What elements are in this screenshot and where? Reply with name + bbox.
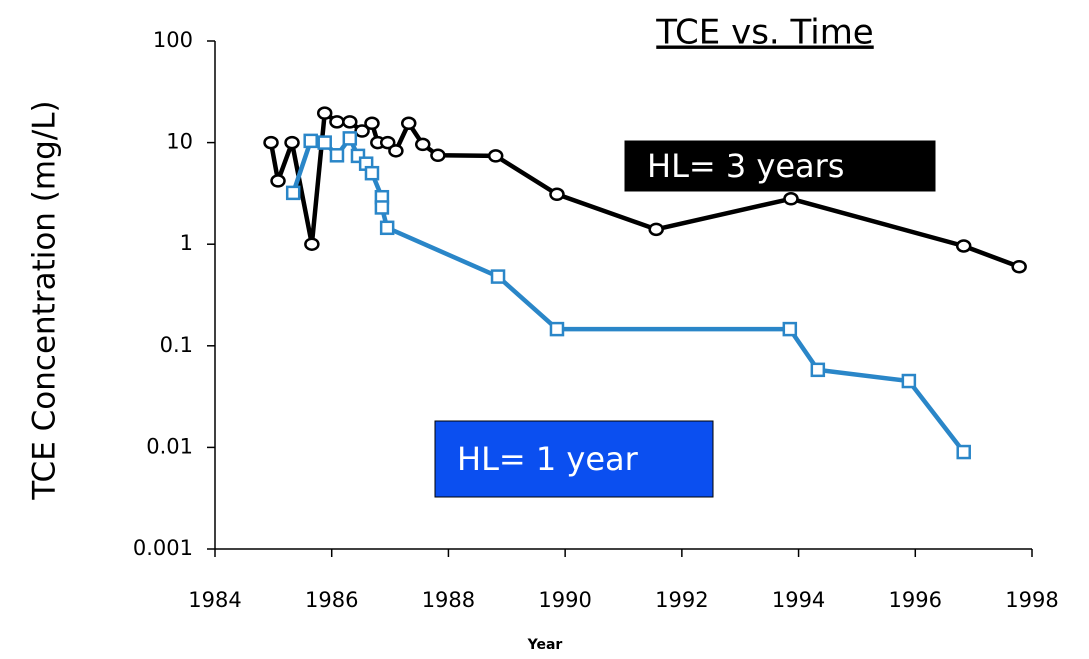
y-tick-label: 0.001 [133, 536, 193, 560]
y-axis-label: TCE Concentration (mg/L) [27, 100, 63, 500]
data-point [782, 321, 798, 337]
data-point [549, 321, 565, 337]
data-point [490, 269, 506, 284]
x-tick-label: 1996 [889, 588, 942, 612]
data-point [415, 137, 431, 152]
data-point [285, 185, 301, 201]
data-point [263, 135, 279, 150]
data-point [430, 148, 446, 163]
x-tick-label: 1988 [422, 588, 475, 612]
data-point [955, 239, 972, 253]
y-tick-label: 1 [180, 231, 193, 255]
data-point [329, 148, 345, 163]
y-tick-label: 10 [166, 130, 193, 154]
data-point [783, 192, 799, 206]
annotation-text: HL= 1 year [457, 440, 639, 478]
data-point [364, 116, 380, 131]
data-point [329, 115, 345, 129]
data-point [1011, 259, 1027, 274]
annotation-box [624, 140, 936, 192]
x-tick-label: 1998 [1005, 588, 1058, 612]
x-axis-label: Year [527, 637, 563, 653]
data-point [374, 200, 390, 215]
x-tick-label: 1990 [538, 588, 591, 612]
data-point [270, 174, 286, 188]
data-point [379, 220, 395, 236]
data-point [901, 373, 917, 389]
data-point [284, 135, 300, 150]
data-point [303, 133, 318, 149]
annotation-box [434, 420, 714, 498]
x-tick-label: 1992 [655, 588, 708, 612]
y-tick-label: 0.1 [160, 333, 193, 357]
data-point [400, 116, 417, 131]
annotation-text: HL= 3 years [647, 147, 844, 185]
data-point [316, 106, 333, 120]
data-point [354, 124, 370, 138]
x-tick-label: 1984 [188, 588, 241, 612]
data-point [549, 187, 565, 202]
data-point [388, 144, 404, 158]
data-point [364, 165, 380, 181]
y-tick-label: 100 [153, 28, 193, 52]
data-point [487, 149, 504, 163]
data-point [342, 131, 358, 146]
data-point [342, 115, 358, 129]
data-point [379, 135, 396, 150]
data-point [810, 362, 826, 378]
y-tick-label: 0.01 [146, 434, 193, 458]
data-point [304, 237, 320, 251]
x-tick-label: 1986 [305, 588, 358, 612]
chart-title: TCE vs. Time [655, 13, 873, 53]
x-tick-label: 1994 [772, 588, 825, 612]
data-point [956, 444, 971, 460]
data-point [648, 222, 664, 237]
data-point [317, 135, 332, 150]
